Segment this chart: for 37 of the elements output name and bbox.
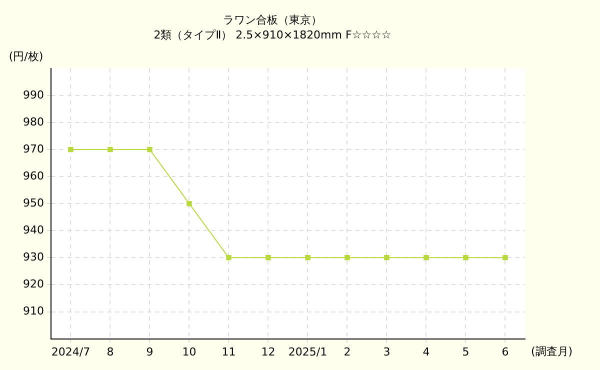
y-axis-title: (円/枚) xyxy=(8,50,44,63)
point xyxy=(463,255,468,260)
x-tick-label: 3 xyxy=(383,345,390,358)
point xyxy=(108,146,113,152)
point xyxy=(147,146,152,152)
y-tick-label: 980 xyxy=(22,115,44,128)
point xyxy=(424,255,429,260)
chart-title: ラワン合板（東京） xyxy=(223,13,322,26)
point xyxy=(226,255,232,260)
point xyxy=(266,255,271,260)
point xyxy=(68,146,74,152)
x-tick-label: 9 xyxy=(146,345,154,358)
y-tick-label: 930 xyxy=(22,250,44,264)
x-tick-label: 6 xyxy=(502,345,509,358)
y-tick-label: 970 xyxy=(22,142,44,156)
y-tick-label: 960 xyxy=(22,169,44,182)
chart-subtitle: 2類（タイプⅡ） 2.5×910×1820mm F☆☆☆☆ xyxy=(154,28,392,42)
point xyxy=(305,255,310,260)
point xyxy=(344,255,350,260)
y-tick-label: 920 xyxy=(22,278,44,291)
x-tick-label: 11 xyxy=(222,345,236,358)
x-tick-label: 10 xyxy=(182,345,196,358)
x-tick-label: 5 xyxy=(462,345,470,358)
y-tick-label: 910 xyxy=(22,304,44,318)
y-tick-label: 950 xyxy=(22,196,44,210)
x-axis-title: (調査月) xyxy=(531,345,573,358)
x-tick-label: 2025/1 xyxy=(288,345,328,358)
x-tick-label: 12 xyxy=(261,345,276,358)
point xyxy=(502,255,508,260)
y-tick-label: 940 xyxy=(22,224,44,236)
point xyxy=(186,200,192,206)
x-tick-label: 8 xyxy=(106,345,114,358)
x-tick-label: 2024/7 xyxy=(51,345,90,358)
x-tick-label: 4 xyxy=(422,345,430,358)
x-tick-label: 2 xyxy=(344,345,351,358)
point xyxy=(384,255,390,260)
y-tick-label: 990 xyxy=(22,88,44,102)
